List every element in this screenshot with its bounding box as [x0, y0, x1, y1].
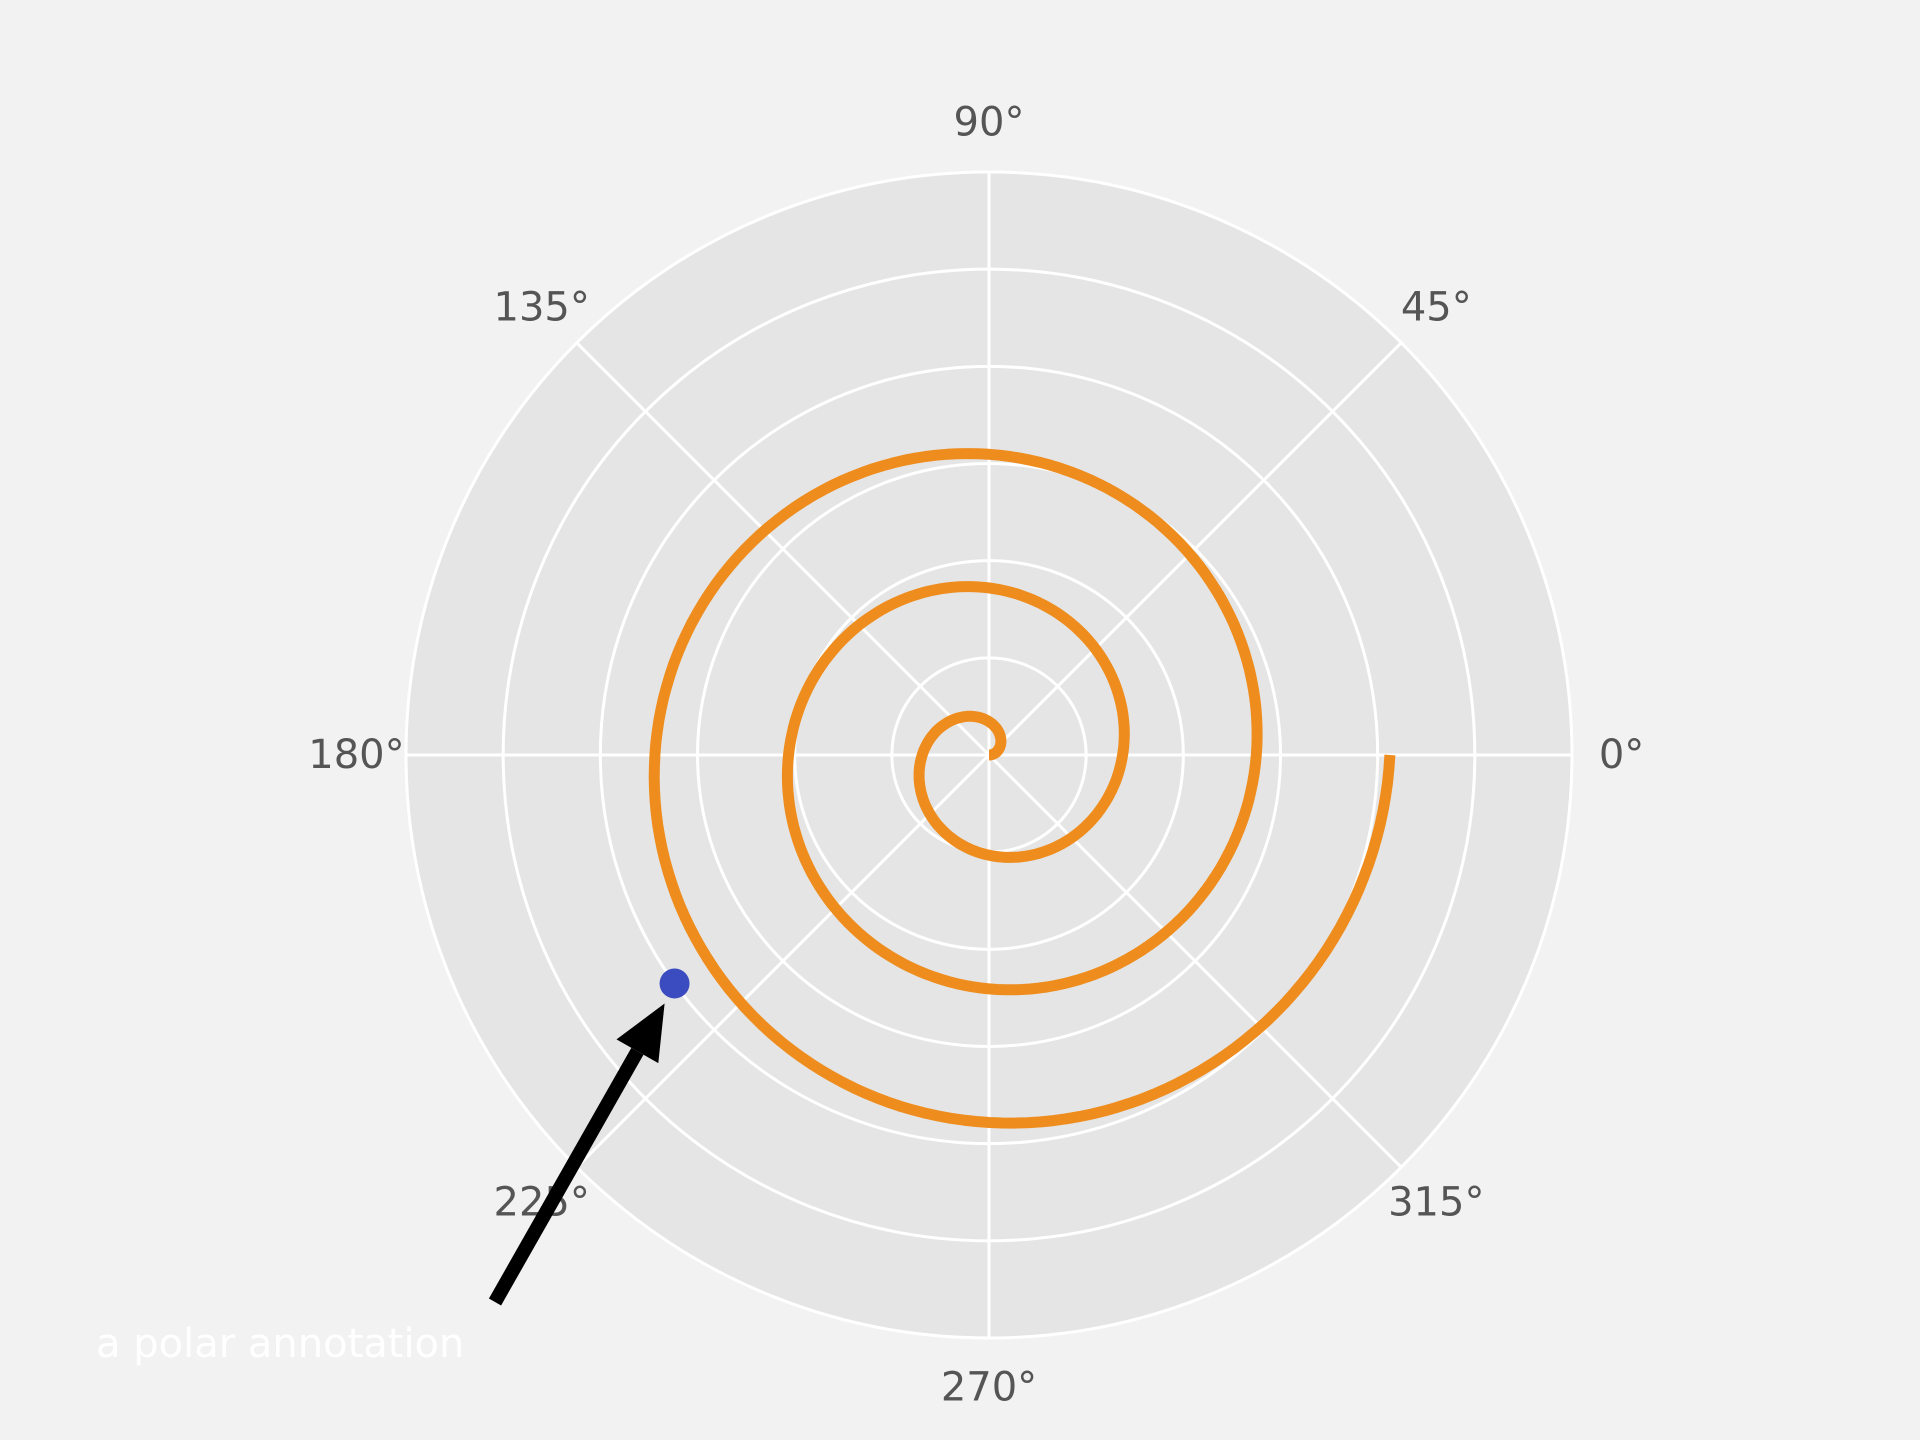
angular-grid-line — [987, 753, 1403, 1169]
angle-tick-label: 45° — [1401, 285, 1472, 331]
angle-tick-label: 270° — [941, 1365, 1037, 1411]
angular-grid — [406, 172, 1572, 1338]
highlight-point — [659, 968, 690, 999]
annotation-label: a polar annotation — [96, 1321, 464, 1367]
angular-grid-line — [987, 341, 1403, 757]
angular-grid-line — [575, 753, 991, 1169]
arrow-shaft — [488, 1047, 644, 1306]
angle-tick-label: 90° — [954, 99, 1025, 145]
angle-tick-label: 315° — [1388, 1179, 1484, 1225]
angle-tick-labels: 0°45°90°135°180°225°270°315° — [308, 99, 1644, 1410]
angle-tick-label: 180° — [308, 732, 404, 778]
spiral-line — [648, 448, 1396, 1129]
annotation-arrow — [488, 1003, 665, 1306]
arrow-head — [616, 1003, 665, 1064]
angular-grid-line — [575, 341, 991, 757]
angle-tick-label: 0° — [1599, 732, 1644, 778]
angle-tick-label: 135° — [494, 285, 590, 331]
